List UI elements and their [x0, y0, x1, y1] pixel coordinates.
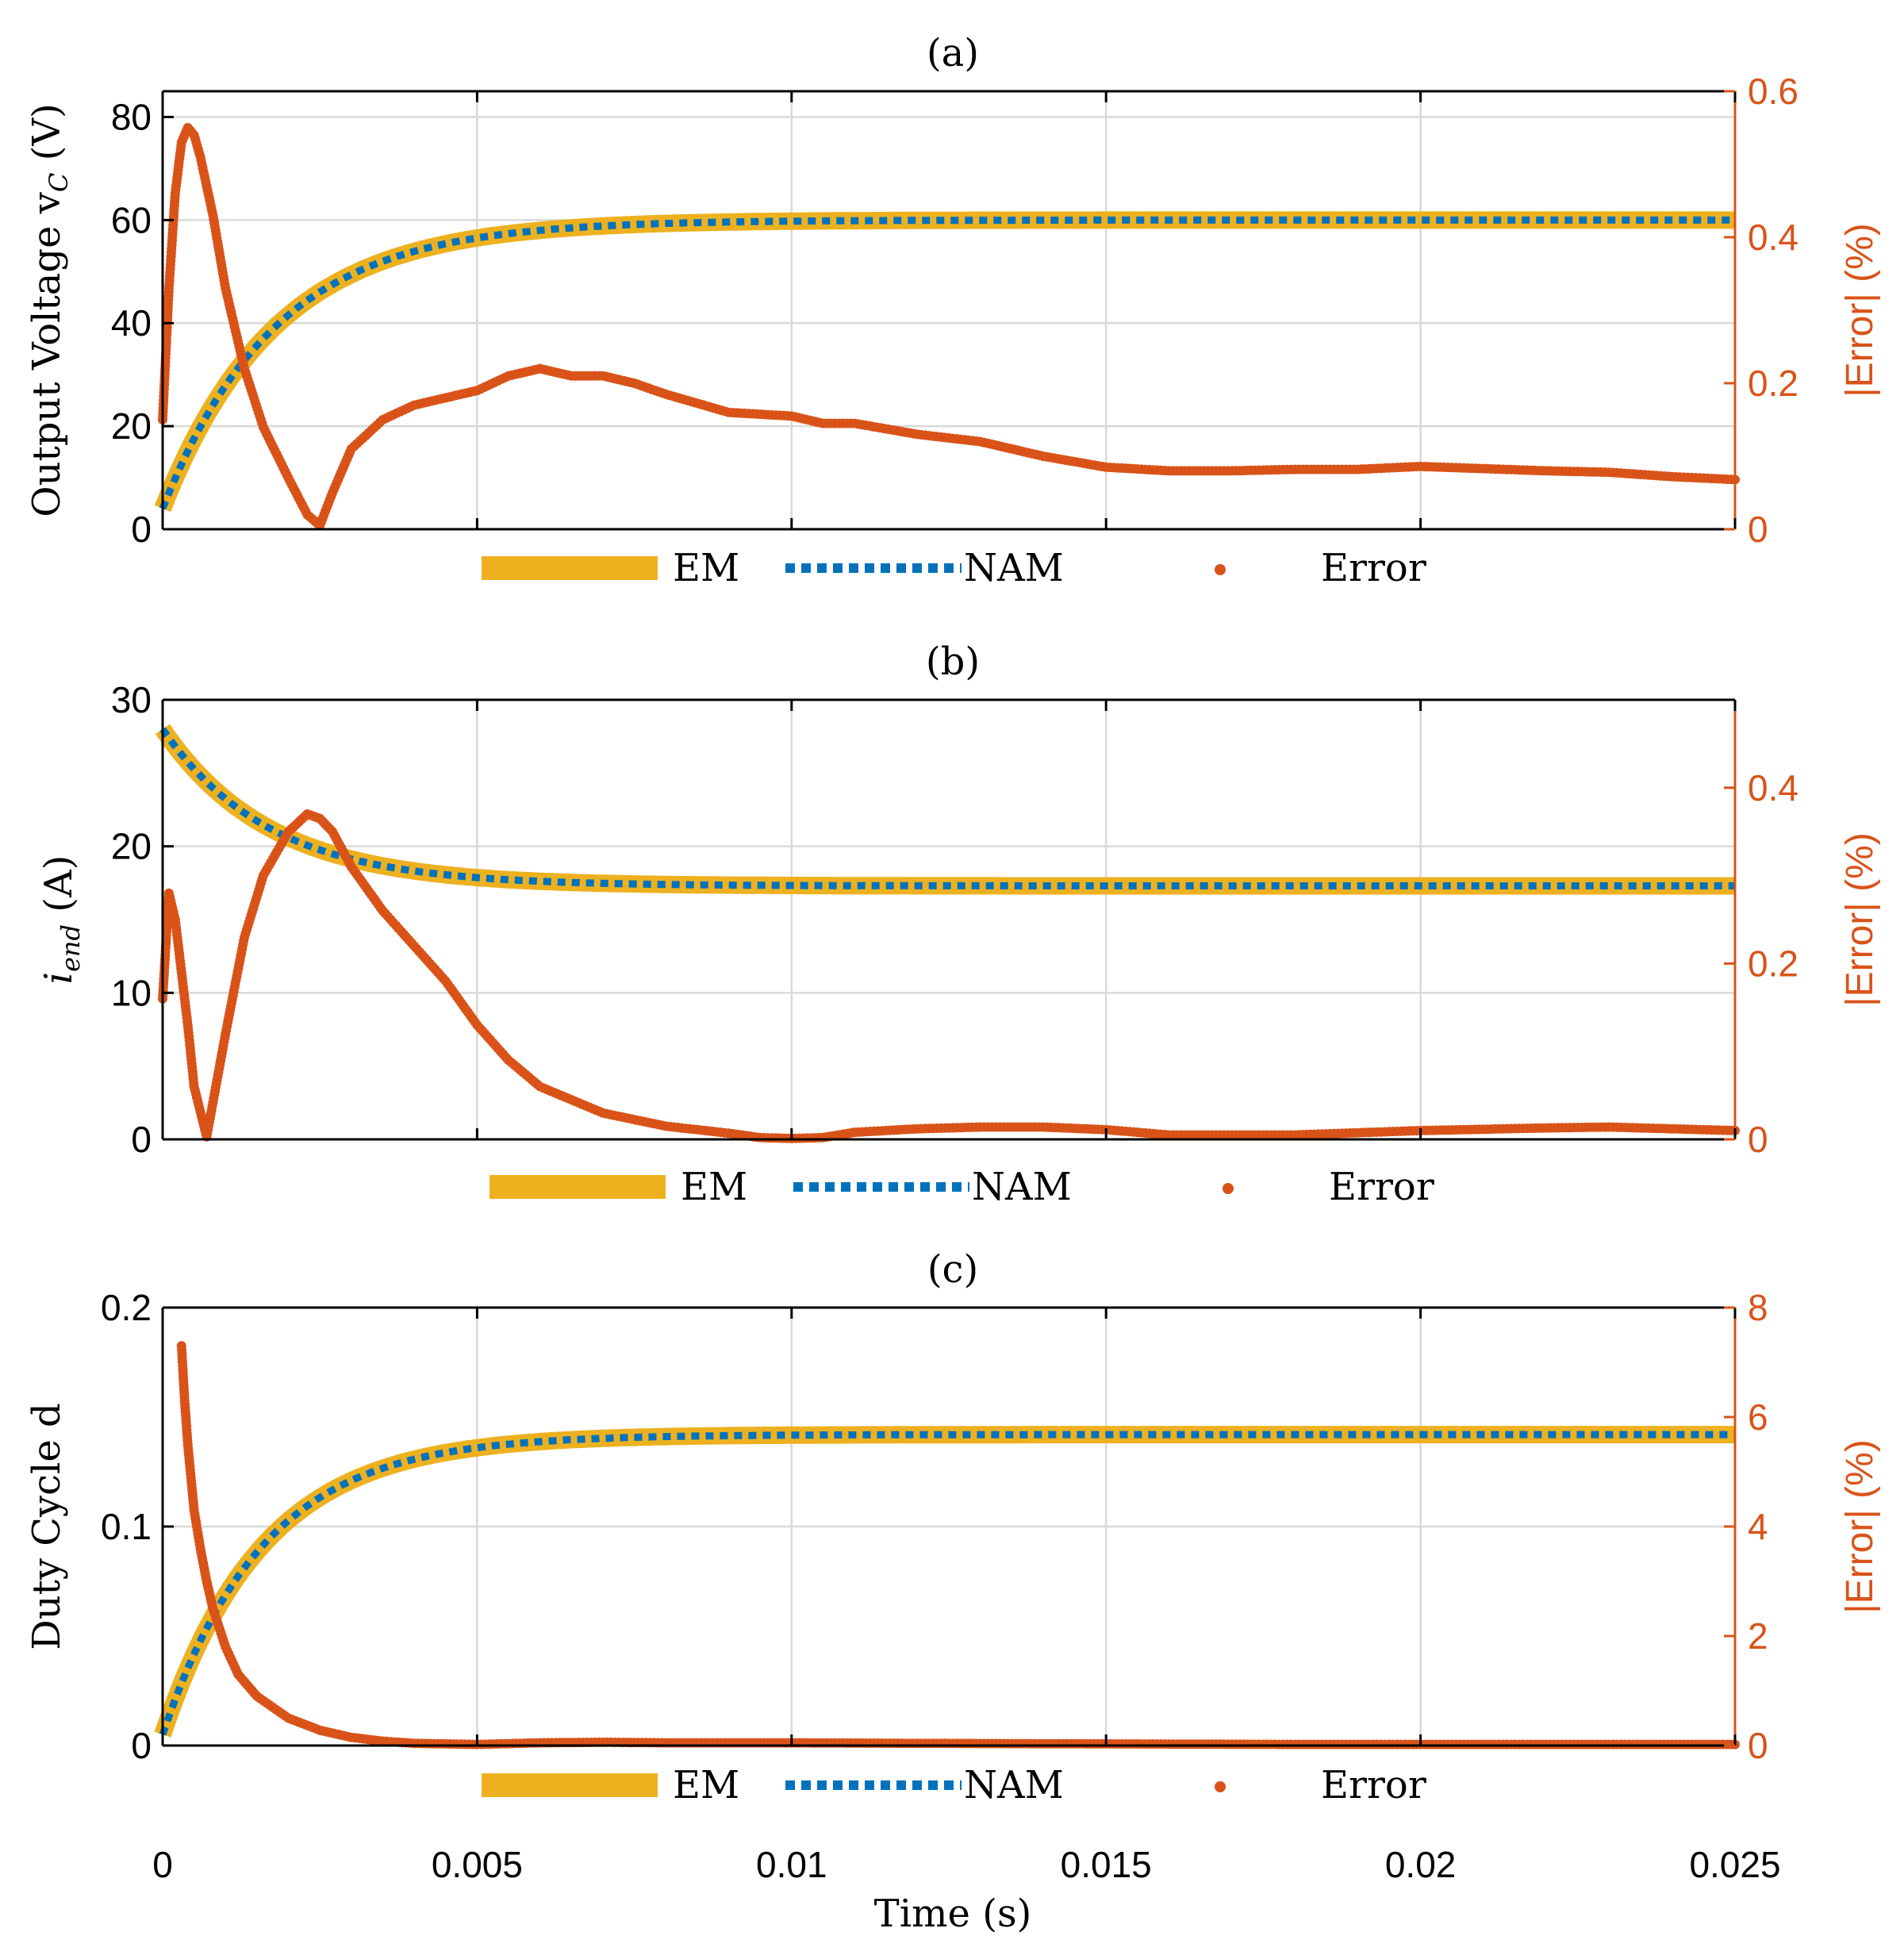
y2-tick-label: 0: [1748, 1725, 1768, 1766]
x-tick-label: 0.01: [756, 1844, 827, 1885]
legend-em-label: EM: [681, 1165, 747, 1209]
y2-tick-label: 6: [1748, 1396, 1768, 1438]
legend-error-label: Error: [1329, 1165, 1434, 1209]
y-axis-title: Output Voltage vC (V): [25, 103, 74, 517]
error-series: [158, 123, 1740, 531]
y-tick-label: 0.1: [101, 1506, 152, 1547]
y-tick-label: 20: [111, 826, 152, 867]
legend-em-label: EM: [673, 546, 739, 590]
x-tick-label: 0.02: [1385, 1844, 1457, 1885]
panel-title: (a): [927, 31, 979, 75]
y-tick-label: 10: [111, 972, 152, 1013]
y-tick-label: 0.2: [101, 1287, 152, 1328]
y-tick-label: 80: [111, 96, 152, 137]
legend: EM NAM Error: [482, 1763, 1426, 1807]
y-tick-label: 0: [131, 1725, 152, 1766]
nam-series-line: [159, 216, 1735, 510]
y2-tick-label: 0.6: [1748, 71, 1798, 112]
legend-error-swatch: [1215, 1781, 1226, 1792]
legend-nam-label: NAM: [964, 546, 1064, 590]
legend-error-swatch: [1215, 564, 1226, 575]
legend-error-label: Error: [1321, 546, 1426, 590]
y2-tick-label: 0.4: [1748, 217, 1798, 258]
panel-c: (c) 0 0.1 0.2 0 2 4 6 8 Duty Cycle d |Error| (%) EM…: [25, 1247, 1881, 1807]
legend-nam-label: NAM: [972, 1165, 1072, 1209]
y2-tick-label: 0.4: [1748, 767, 1798, 809]
y2-tick-label: 4: [1748, 1506, 1768, 1547]
y2-tick-label: 2: [1748, 1615, 1768, 1657]
y-tick-label: 0: [131, 1119, 152, 1160]
panel-b: (b) 0 10 20 30 0 0.2 0.4 iend (A) |Error| (%) EM NA…: [36, 640, 1881, 1209]
y-tick-label: 0: [131, 509, 152, 550]
legend-error-label: Error: [1321, 1763, 1426, 1807]
em-series-line: [155, 724, 1740, 895]
nam-series-line: [159, 1431, 1735, 1736]
panel-title: (c): [927, 1247, 978, 1292]
legend: EM NAM Error: [482, 546, 1426, 590]
y-axis-title: Duty Cycle d: [25, 1403, 69, 1650]
error-series: [176, 1341, 1740, 1750]
legend-em-label: EM: [673, 1763, 739, 1807]
legend-error-swatch: [1223, 1183, 1234, 1194]
legend: EM NAM Error: [489, 1165, 1434, 1209]
panel-a: (a) 0 20 40 60 80 0 0.2 0.4 0.6 Output Voltage vC …: [25, 31, 1881, 590]
y-axis-title: iend (A): [36, 855, 86, 985]
y-tick-label: 40: [111, 302, 152, 344]
y2-axis-title: |Error| (%): [1839, 1439, 1881, 1614]
x-tick-label: 0.025: [1689, 1844, 1780, 1885]
em-series-line: [154, 1426, 1740, 1738]
legend-nam-label: NAM: [964, 1763, 1064, 1807]
panel-title: (b): [926, 640, 980, 684]
x-tick-label: 0: [152, 1844, 173, 1885]
y2-tick-label: 0.2: [1748, 363, 1798, 404]
y2-tick-label: 0.2: [1748, 943, 1798, 984]
x-axis-title: Time (s): [874, 1892, 1032, 1936]
nam-series-line: [159, 727, 1735, 889]
y-tick-label: 60: [111, 199, 152, 240]
y2-tick-label: 8: [1748, 1287, 1768, 1328]
y-tick-label: 20: [111, 405, 152, 447]
x-tick-label: 0.005: [432, 1844, 523, 1885]
y2-tick-label: 0: [1748, 509, 1768, 550]
y2-tick-label: 0: [1748, 1119, 1768, 1160]
y2-axis-title: |Error| (%): [1839, 832, 1881, 1007]
y2-axis-title: |Error| (%): [1839, 223, 1881, 398]
y-tick-label: 30: [111, 679, 152, 720]
x-tick-label: 0.015: [1061, 1844, 1152, 1885]
